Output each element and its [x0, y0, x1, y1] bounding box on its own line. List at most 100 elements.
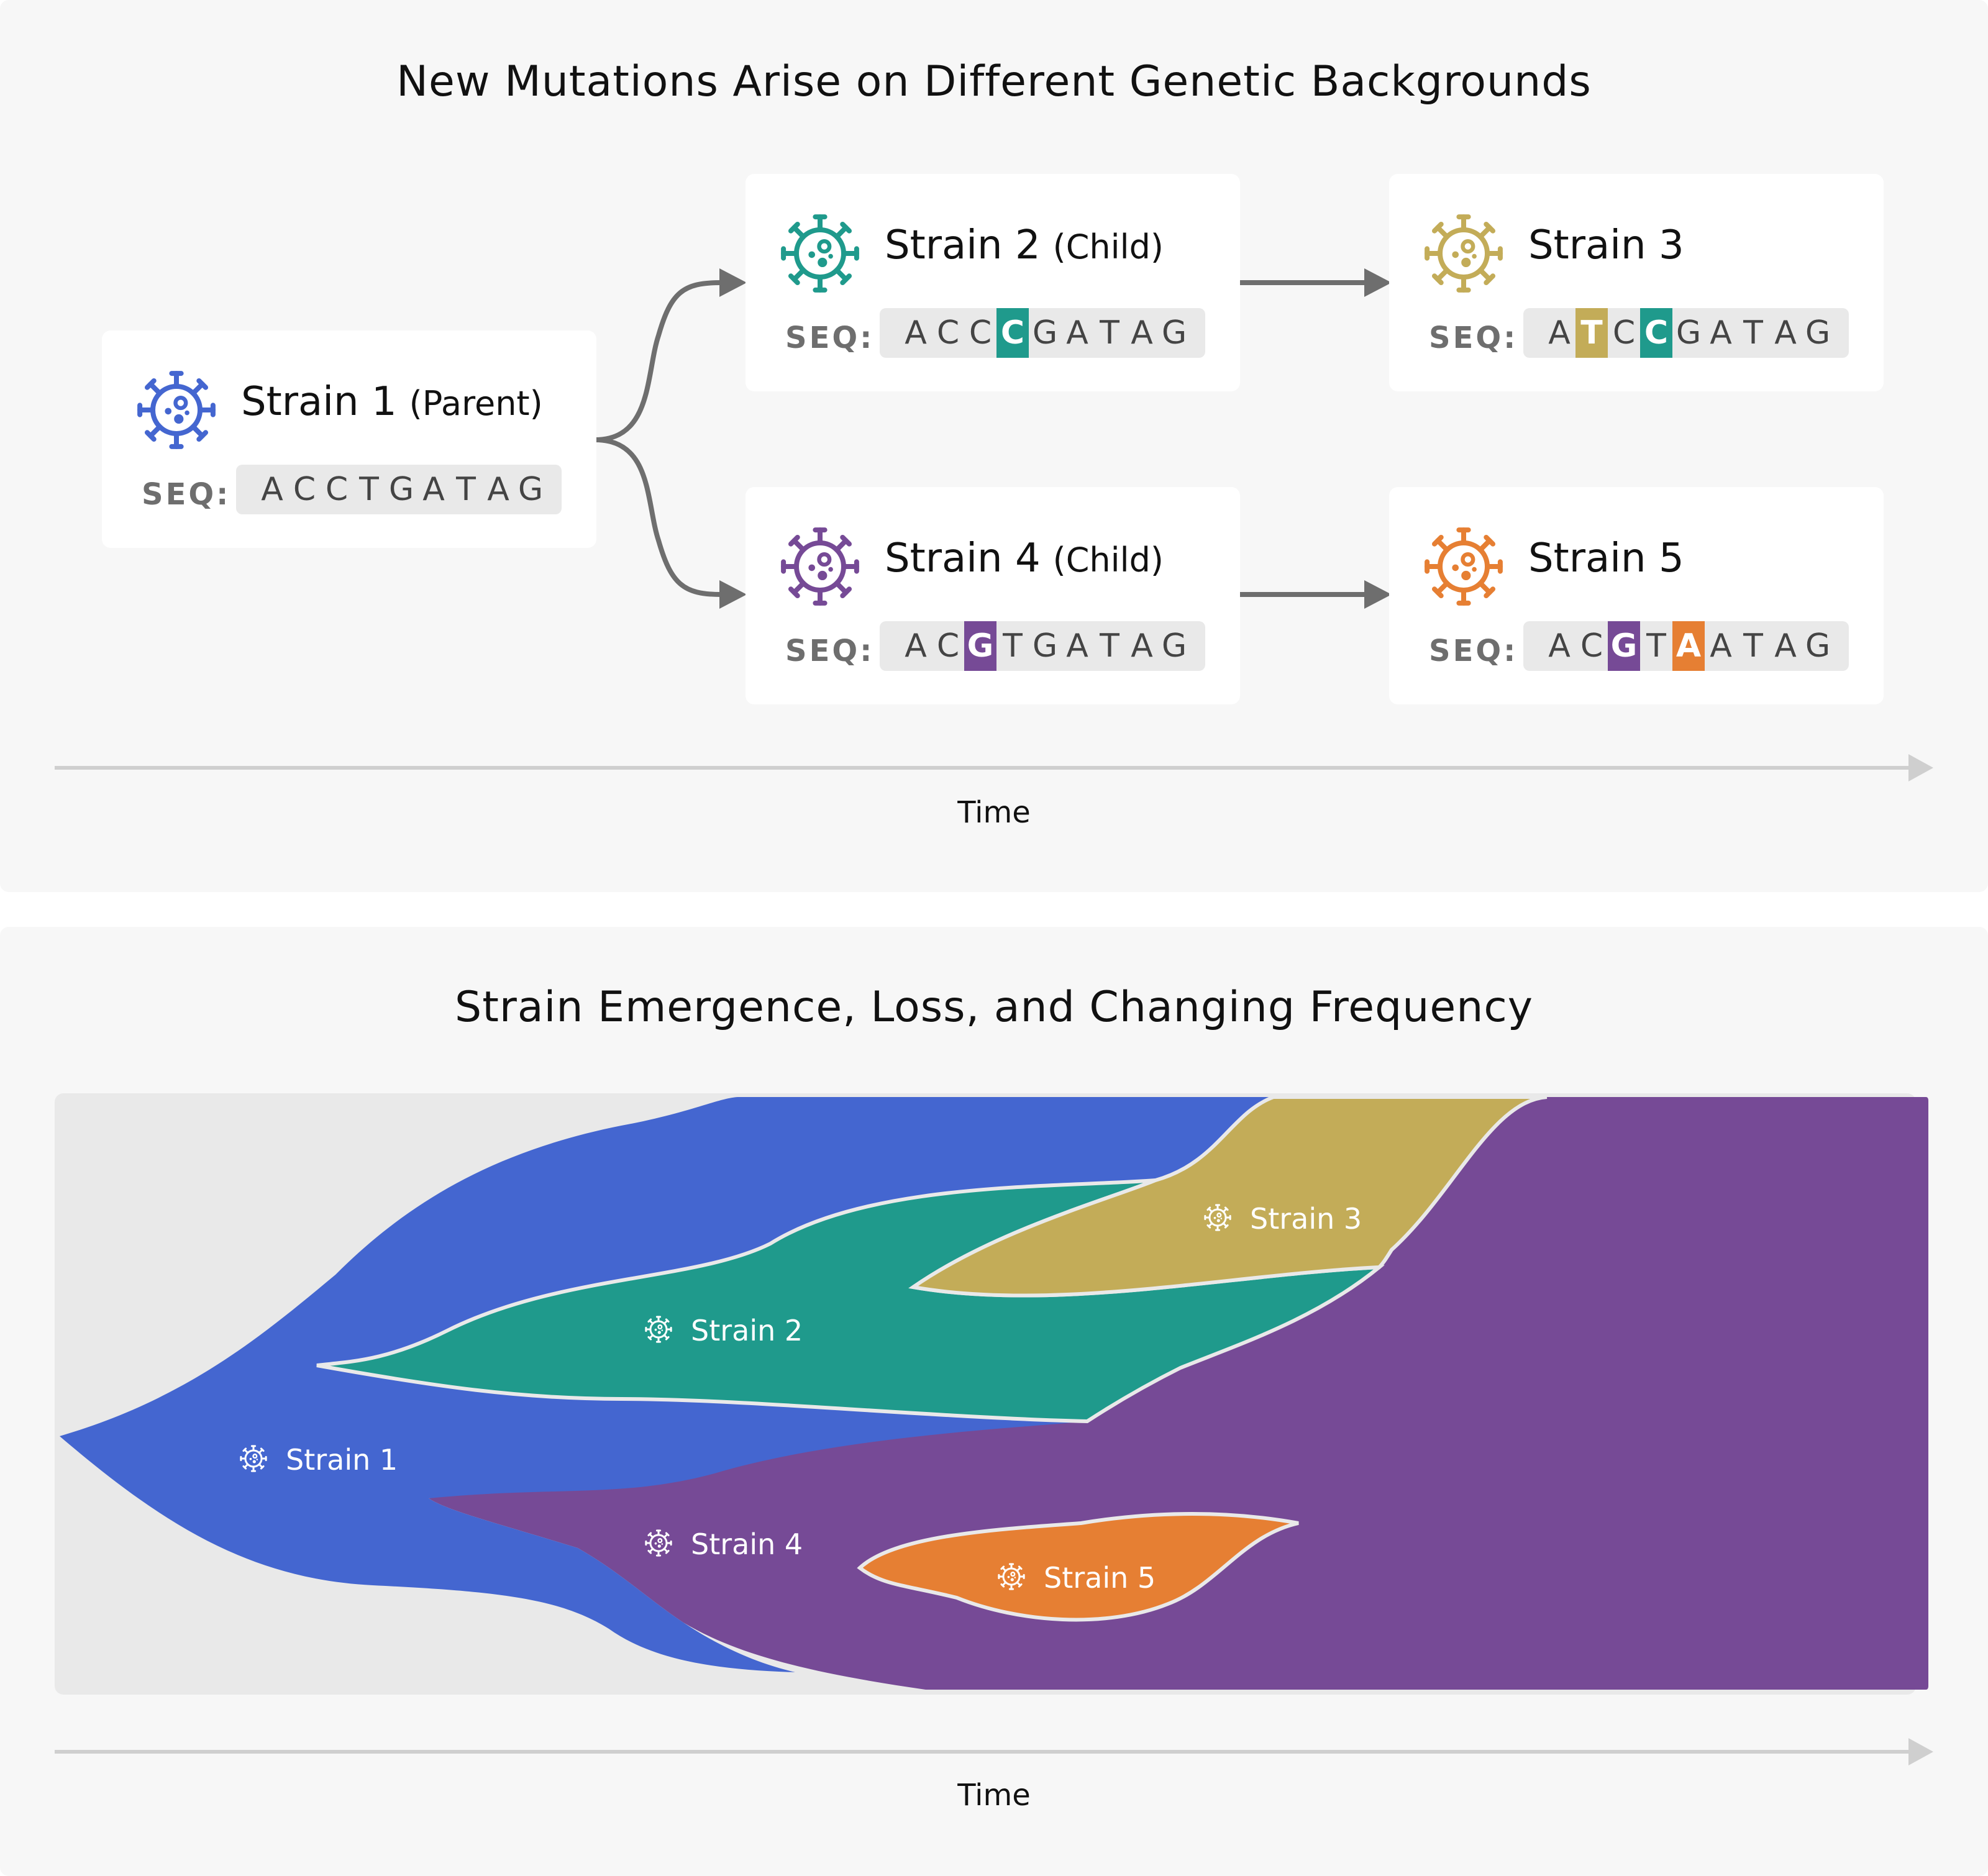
sequence-base: A	[1710, 627, 1732, 665]
frequency-panel: Strain Emergence, Loss, and Changing Fre…	[0, 927, 1988, 1876]
sequence-base: T	[359, 471, 379, 508]
arrowhead-upper	[719, 268, 747, 297]
stream-strain-1	[60, 1097, 1274, 1672]
stream-strain-4	[429, 1097, 1928, 1690]
stream-label-strain-2: Strain 2	[645, 1314, 803, 1347]
sequence-base: T	[1575, 308, 1608, 358]
seq-label: SEQ:	[785, 634, 875, 668]
sequence-base: A	[1066, 314, 1088, 352]
sequence-base: G	[964, 621, 996, 671]
virus-icon	[781, 214, 859, 293]
lineage-connectors	[55, 268, 1933, 781]
sequence-base: C	[936, 314, 960, 352]
time-axis-label-top: Time	[957, 795, 1031, 830]
virus-icon	[1425, 214, 1503, 293]
strain-name: Strain 5	[1528, 535, 1684, 581]
sequence-base: A	[1548, 627, 1571, 665]
sequence-base: C	[996, 308, 1029, 358]
sequence-base: A	[1548, 314, 1571, 352]
stream-label-text: Strain 4	[691, 1528, 803, 1561]
sequence-base: A	[1774, 314, 1797, 352]
sequence-base: G	[1676, 314, 1702, 352]
virus-icon	[781, 527, 859, 606]
stream-strain-3	[908, 1095, 1548, 1298]
sequence-base: C	[1580, 627, 1603, 665]
virus-icon	[1204, 1204, 1231, 1231]
branch-connector-lower	[595, 437, 721, 597]
virus-icon	[645, 1316, 672, 1343]
sequence-base: T	[1646, 627, 1666, 665]
sequence-base: T	[1743, 314, 1763, 352]
sequence-base: G	[518, 471, 544, 508]
sequence-base: A	[1066, 627, 1088, 665]
sequence-base: A	[1672, 621, 1705, 671]
strain-name: Strain 4	[885, 535, 1041, 581]
sequence-base: C	[1612, 314, 1636, 352]
sequence-base: A	[422, 471, 445, 508]
stream-label-text: Strain 2	[691, 1314, 803, 1347]
lineage-panel-title: New Mutations Arise on Different Genetic…	[396, 57, 1592, 106]
sequence-base: A	[261, 471, 283, 508]
time-axis-arrow-top	[1908, 754, 1933, 781]
virus-icon	[645, 1529, 672, 1557]
muller-plot: Strain 1 Strain 2 Strain 3 Strain 4 Stra…	[55, 1093, 1933, 1765]
sequence-base: T	[456, 471, 476, 508]
stream-strain-5	[857, 1512, 1299, 1622]
sequence-base: G	[1032, 627, 1058, 665]
sequence-base: C	[936, 627, 960, 665]
seq-label: SEQ:	[142, 477, 231, 512]
strain-name: Strain 3	[1528, 222, 1684, 268]
strain-name: Strain 1	[241, 379, 397, 425]
branch-connector-upper	[595, 280, 721, 442]
seq-label: SEQ:	[1429, 321, 1518, 355]
sequence-base: A	[1131, 314, 1153, 352]
sequence-base: G	[1032, 314, 1058, 352]
virus-icon	[1425, 527, 1503, 606]
stream-label-text: Strain 1	[286, 1443, 398, 1477]
sequence-base: G	[1161, 314, 1187, 352]
strain-role: (Child)	[1052, 540, 1164, 580]
sequence-base: A	[1131, 627, 1153, 665]
sequence-base: T	[1003, 627, 1023, 665]
sequence-base: G	[388, 471, 414, 508]
sequence-base: G	[1805, 314, 1831, 352]
sequence-base: C	[293, 471, 316, 508]
stream-label-strain-4: Strain 4	[645, 1528, 803, 1561]
sequence-base: A	[905, 314, 927, 352]
sequence-base: C	[969, 314, 992, 352]
sequence-base: G	[1161, 627, 1187, 665]
virus-icon	[240, 1445, 267, 1472]
sequence-base: G	[1805, 627, 1831, 665]
seq-label: SEQ:	[1429, 634, 1518, 668]
sequence-base: T	[1100, 627, 1119, 665]
stream-label-strain-3: Strain 3	[1204, 1202, 1362, 1236]
strain-role: (Child)	[1052, 227, 1164, 266]
sequence-base: A	[1774, 627, 1797, 665]
time-axis-arrow-bottom	[1908, 1738, 1933, 1765]
stream-label-text: Strain 3	[1250, 1202, 1362, 1236]
arrowhead-lower	[719, 580, 747, 609]
stream-label-text: Strain 5	[1044, 1561, 1156, 1595]
sequence-base: T	[1100, 314, 1119, 352]
frequency-panel-title: Strain Emergence, Loss, and Changing Fre…	[455, 983, 1533, 1032]
virus-icon	[998, 1563, 1025, 1590]
lineage-panel: New Mutations Arise on Different Genetic…	[0, 0, 1988, 892]
arrowhead-2-to-3	[1364, 268, 1392, 297]
strain-role: (Parent)	[409, 384, 543, 423]
virus-icon	[137, 371, 216, 449]
sequence-base: C	[325, 471, 349, 508]
stream-label-strain-1: Strain 1	[240, 1443, 398, 1477]
sequence-base: G	[1608, 621, 1640, 671]
seq-label: SEQ:	[785, 321, 875, 355]
sequence-base: A	[905, 627, 927, 665]
strain-name: Strain 2	[885, 222, 1041, 268]
stream-label-strain-5: Strain 5	[998, 1561, 1156, 1595]
